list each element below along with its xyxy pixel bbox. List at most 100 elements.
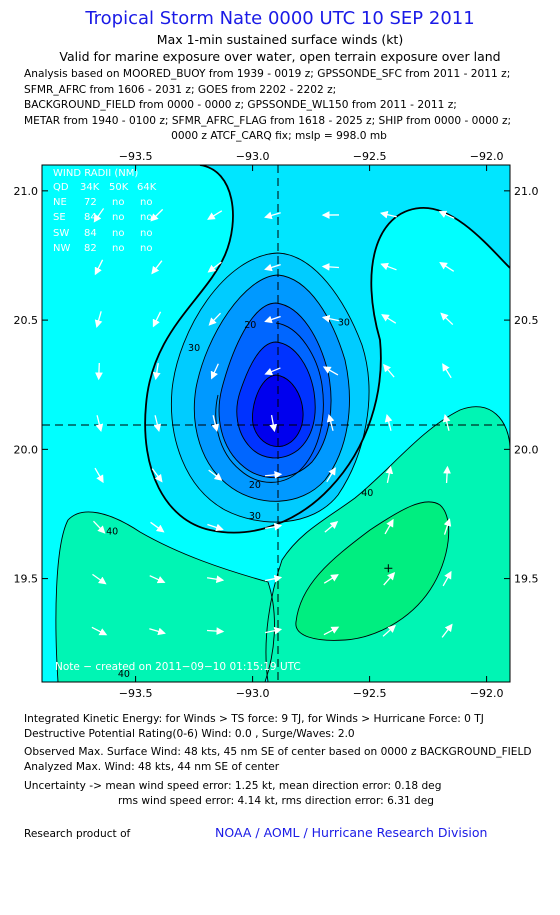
wind-vector <box>150 521 165 533</box>
contour-40-region-west <box>55 511 275 682</box>
wind-vector <box>443 465 451 484</box>
wind-vector <box>440 312 454 326</box>
wind-vector <box>323 574 339 584</box>
x-tick-label-bottom: −92.0 <box>470 687 504 700</box>
wind-vector <box>442 570 452 587</box>
wind-vector <box>264 470 283 479</box>
wind-vector <box>206 575 225 584</box>
wind-vector <box>94 467 104 484</box>
wind-vector <box>383 571 396 586</box>
analysis-sources: Analysis based on MOORED_BUOY from 1939 … <box>24 67 554 145</box>
wind-vector <box>208 312 222 326</box>
wind-radii-col-qd: QD <box>53 182 69 193</box>
x-tick-label-bottom: −93.0 <box>236 687 270 700</box>
contour-label: 40 <box>106 527 118 538</box>
x-tick-label-bottom: −93.5 <box>119 687 153 700</box>
wind-radii-34k: 84 <box>84 228 97 239</box>
wind-radii-34k: 82 <box>84 243 97 254</box>
wind-vector <box>326 467 336 483</box>
wind-vector <box>264 315 281 324</box>
contour-lines <box>55 165 510 682</box>
observed-max-wind-line: Observed Max. Surface Wind: 48 kts, 45 n… <box>24 746 532 758</box>
wind-vector <box>380 262 397 271</box>
uncertainty-rms-line: rms wind speed error: 4.14 kt, rms direc… <box>118 795 435 807</box>
wind-vector <box>264 263 281 272</box>
wind-vector <box>207 210 223 220</box>
y-tick-label-right: 20.5 <box>514 314 539 327</box>
contour-50-region <box>295 501 449 641</box>
wind-radii-50k: no <box>112 197 124 208</box>
wind-vector <box>264 367 281 376</box>
wind-radii-col-50k: 50K <box>109 182 129 193</box>
contour-label: 30 <box>249 511 261 522</box>
wind-radii-quadrant: NE <box>53 197 67 208</box>
wind-vector <box>152 311 162 328</box>
contour-label: 40 <box>118 669 130 680</box>
x-tick-label-top: −92.0 <box>470 150 504 163</box>
wind-vector <box>322 366 339 376</box>
noaa-link[interactable]: NOAA / AOML / Hurricane Research Divisio… <box>215 825 488 840</box>
wind-radii-table: WIND RADII (NM) QD 34K 50K 64K NE 72 no … <box>53 168 157 254</box>
y-tick-label-right: 21.0 <box>514 185 539 198</box>
plot-area: 30 20 30 20 30 40 40 40 WIND RADII (NM) QD 34K … <box>42 165 510 682</box>
wind-vector <box>149 627 166 636</box>
wind-radii-64k: no <box>140 197 152 208</box>
wind-radii-64k: no <box>140 243 152 254</box>
wind-vector <box>438 210 455 219</box>
contour-label: 20 <box>249 480 261 491</box>
wind-vector <box>321 263 340 271</box>
destructive-potential-line: Destructive Potential Rating(0-6) Wind: … <box>24 728 355 740</box>
wind-vector <box>443 518 452 535</box>
wind-radii-34k: 84 <box>84 212 97 223</box>
chart-subtitle: Max 1-min sustained surface winds (kt) <box>156 32 404 47</box>
chart-title: Tropical Storm Nate 0000 UTC 10 SEP 2011 <box>85 8 475 29</box>
wind-vector <box>379 210 397 219</box>
wind-vector <box>382 624 396 637</box>
wind-vector <box>265 522 283 531</box>
wind-vector <box>152 362 161 381</box>
analysis-line: BACKGROUND_FIELD from 0000 - 0000 z; GPS… <box>24 99 457 111</box>
analysis-line: METAR from 1940 - 0100 z; SFMR_AFRC_FLAG… <box>24 114 512 127</box>
contour-label: 20 <box>244 320 256 331</box>
wind-radii-50k: no <box>112 243 124 254</box>
wind-radii-50k: no <box>112 228 124 239</box>
wind-vector <box>208 469 223 481</box>
wind-vector <box>95 415 104 433</box>
y-tick-label-right: 19.5 <box>514 573 539 586</box>
wind-vector <box>441 623 453 638</box>
wind-vector <box>210 363 219 380</box>
contour-label: 30 <box>188 343 200 354</box>
analysis-line: Analysis based on MOORED_BUOY from 1939 … <box>24 68 511 80</box>
wind-vector <box>211 415 220 433</box>
wind-vector <box>151 468 163 483</box>
contour-4-region <box>252 375 304 447</box>
wind-radii-title: WIND RADII (NM) <box>53 168 138 179</box>
wind-map: 30 20 30 20 30 40 40 40 WIND RADII (NM) QD 34K … <box>14 150 539 700</box>
analysis-line: SFMR_AFRC from 1606 - 2031 z; GOES from … <box>24 83 337 96</box>
x-tick-label-bottom: −92.5 <box>353 687 387 700</box>
wind-vector <box>207 523 224 532</box>
wind-vector <box>442 413 451 431</box>
analyzed-max-wind-line: Analyzed Max. Wind: 48 kts, 44 nm SE of … <box>24 761 280 773</box>
y-tick-label-left: 21.0 <box>14 185 39 198</box>
wind-vector <box>206 627 225 635</box>
wind-vector <box>439 261 455 272</box>
axes: −93.5 −93.5 −93.0 −93.0 −92.5 −92.5 −92.0 −92.0… <box>14 150 539 700</box>
wind-radii-64k: no <box>140 212 152 223</box>
wind-vector <box>265 626 283 635</box>
wind-vector <box>384 518 394 535</box>
y-tick-label-left: 19.5 <box>14 573 39 586</box>
wind-vector <box>385 465 394 483</box>
uncertainty-mean-line: Uncertainty -> mean wind speed error: 1.… <box>24 780 442 792</box>
wind-vector <box>93 520 106 534</box>
wind-vector <box>91 626 108 636</box>
wind-vector <box>269 415 278 433</box>
wind-vector <box>94 259 104 276</box>
wind-radii-64k: no <box>140 228 152 239</box>
wind-vector <box>151 260 163 275</box>
wind-vectors <box>91 208 455 638</box>
wind-vector <box>150 208 164 222</box>
wind-vector <box>326 414 335 431</box>
wind-vector <box>324 521 339 533</box>
fix-line: 0000 z ATCF_CARQ fix; mslp = 998.0 mb <box>171 130 387 142</box>
